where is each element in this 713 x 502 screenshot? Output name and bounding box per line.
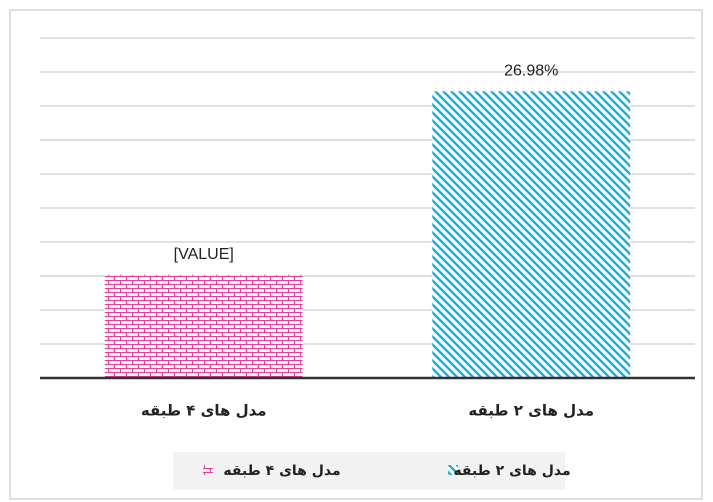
legend-label: مدل های ۲ طبقه [453, 463, 570, 479]
bar [104, 274, 303, 378]
value-label: [VALUE] [174, 246, 234, 263]
legend-swatch [448, 465, 458, 475]
legend-box [173, 452, 565, 490]
legend-swatch [203, 465, 213, 475]
x-tick-label: مدل های ۴ طبقه [141, 402, 267, 420]
value-label: 26.98% [504, 63, 558, 80]
legend-label: مدل های ۴ طبقه [223, 463, 340, 479]
x-tick-label: مدل های ۲ طبقه [468, 402, 594, 420]
bar [432, 91, 631, 379]
